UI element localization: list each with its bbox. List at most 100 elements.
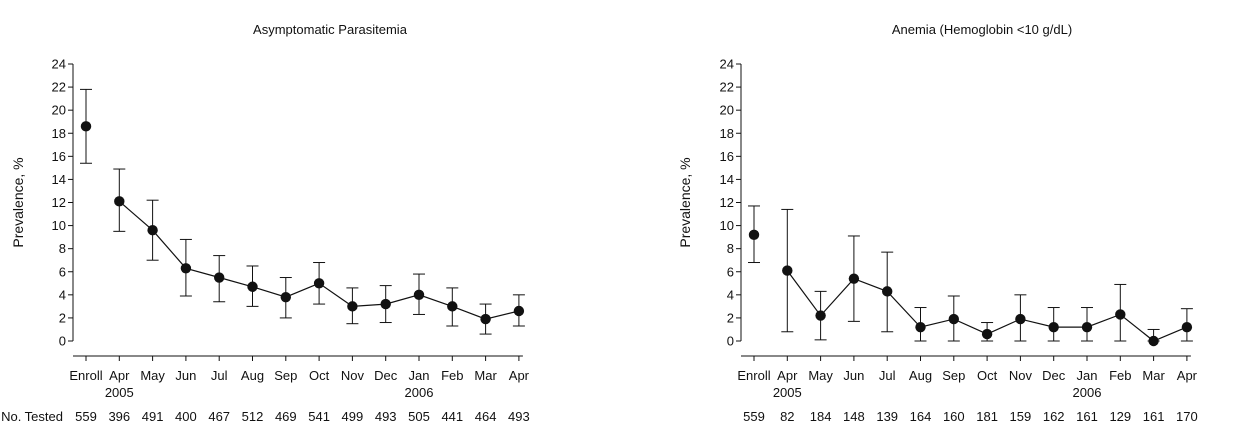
- data-point: [1148, 335, 1159, 347]
- data-point: [147, 225, 158, 236]
- data-point: [981, 328, 993, 340]
- x-tick-label: Sep: [274, 368, 297, 383]
- y-tick-label: 14: [720, 172, 734, 187]
- n-tested-value: 160: [943, 409, 965, 424]
- x-tick-label: Aug: [909, 368, 932, 383]
- data-point: [1015, 313, 1026, 325]
- data-point: [782, 265, 793, 276]
- y-tick-label: 4: [59, 287, 66, 302]
- y-axis-label: Prevalence, %: [10, 157, 26, 247]
- chart-title: Asymptomatic Parasitemia: [253, 22, 408, 37]
- x-tick-label: Apr: [509, 368, 530, 383]
- data-point: [313, 278, 325, 289]
- n-tested-value: 161: [1076, 409, 1098, 424]
- x-tick-label: Feb: [1109, 368, 1131, 383]
- x-tick-label: Enroll: [737, 368, 770, 383]
- data-point: [948, 313, 959, 325]
- n-tested-value: 139: [876, 409, 898, 424]
- x-tick-label: Apr: [1177, 368, 1198, 383]
- data-point: [180, 263, 192, 274]
- year-label: 2005: [773, 385, 802, 400]
- n-tested-value: 441: [441, 409, 463, 424]
- x-tick-label: Apr: [109, 368, 130, 383]
- data-point: [1081, 321, 1093, 333]
- n-tested-value: 559: [743, 409, 765, 424]
- n-tested-value: 464: [475, 409, 497, 424]
- n-tested-value: 493: [508, 409, 530, 424]
- data-point: [280, 291, 291, 303]
- data-point: [1048, 321, 1059, 333]
- y-tick-label: 24: [52, 57, 66, 72]
- x-tick-label: Jul: [211, 368, 228, 383]
- y-tick-label: 0: [727, 334, 734, 349]
- n-tested-value: 161: [1143, 409, 1165, 424]
- y-tick-label: 12: [720, 195, 734, 210]
- y-tick-label: 22: [52, 80, 66, 95]
- x-tick-label: May: [140, 368, 165, 383]
- n-tested-value: 493: [375, 409, 397, 424]
- data-point: [80, 121, 92, 132]
- n-tested-value: 170: [1176, 409, 1198, 424]
- y-tick-label: 18: [720, 126, 734, 141]
- year-label: 2006: [1073, 385, 1102, 400]
- y-axis-label: Prevalence, %: [677, 157, 693, 247]
- data-point: [1181, 321, 1193, 333]
- data-point: [513, 305, 525, 317]
- n-tested-value: 164: [910, 409, 932, 424]
- y-tick-label: 8: [59, 241, 66, 256]
- n-tested-value: 505: [408, 409, 430, 424]
- n-tested-value: 184: [810, 409, 832, 424]
- data-point: [114, 196, 125, 207]
- y-tick-label: 10: [720, 218, 734, 233]
- data-point: [214, 272, 225, 283]
- n-tested-value: 396: [108, 409, 130, 424]
- y-tick-label: 8: [727, 241, 734, 256]
- y-tick-label: 22: [720, 80, 734, 95]
- n-tested-value: 469: [275, 409, 297, 424]
- data-point: [815, 310, 826, 321]
- y-tick-label: 10: [52, 218, 66, 233]
- x-tick-label: Mar: [1142, 368, 1165, 383]
- x-tick-label: Dec: [1042, 368, 1066, 383]
- x-tick-label: Feb: [441, 368, 463, 383]
- n-tested-value: 491: [142, 409, 164, 424]
- x-tick-label: Jan: [1077, 368, 1098, 383]
- data-point: [1115, 309, 1126, 320]
- n-tested-value: 181: [976, 409, 998, 424]
- x-tick-label: Mar: [474, 368, 497, 383]
- data-point: [413, 289, 425, 301]
- chart-title: Anemia (Hemoglobin <10 g/dL): [892, 22, 1072, 37]
- n-tested-value: 467: [208, 409, 230, 424]
- y-tick-label: 6: [727, 264, 734, 279]
- y-tick-label: 6: [59, 264, 66, 279]
- y-tick-label: 16: [52, 149, 66, 164]
- x-tick-label: Jan: [409, 368, 430, 383]
- y-tick-label: 14: [52, 172, 66, 187]
- y-tick-label: 2: [727, 310, 734, 325]
- y-tick-label: 18: [52, 126, 66, 141]
- x-tick-label: Nov: [341, 368, 365, 383]
- n-tested-value: 541: [308, 409, 330, 424]
- x-tick-label: Oct: [309, 368, 330, 383]
- x-tick-label: Nov: [1009, 368, 1033, 383]
- y-tick-label: 12: [52, 195, 66, 210]
- data-point: [347, 301, 358, 312]
- data-point: [247, 281, 258, 292]
- y-tick-label: 0: [59, 334, 66, 349]
- y-tick-label: 16: [720, 149, 734, 164]
- n-tested-value: 162: [1043, 409, 1065, 424]
- n-tested-value: 82: [780, 409, 794, 424]
- year-label: 2005: [105, 385, 134, 400]
- n-tested-value: 559: [75, 409, 97, 424]
- x-tick-label: Aug: [241, 368, 264, 383]
- n-tested-value: 148: [843, 409, 865, 424]
- data-point: [848, 273, 860, 284]
- n-tested-row-label: No. Tested: [1, 409, 63, 424]
- n-tested-value: 512: [242, 409, 264, 424]
- data-point: [447, 301, 458, 312]
- chart-panel-2: Anemia (Hemoglobin <10 g/dL) Prevalence, …: [677, 22, 1198, 424]
- x-tick-label: Dec: [374, 368, 398, 383]
- y-tick-label: 2: [59, 310, 66, 325]
- x-tick-label: Oct: [977, 368, 998, 383]
